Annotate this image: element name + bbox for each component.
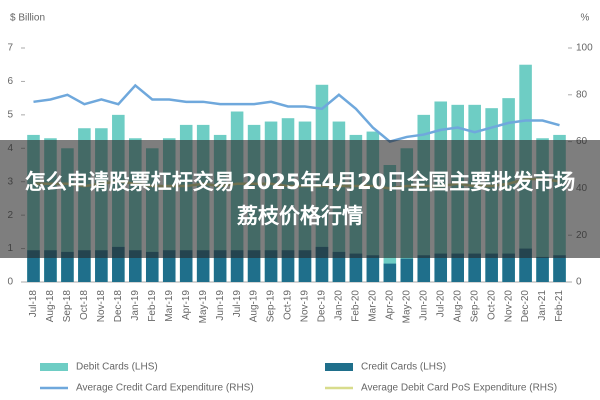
x-tick-label: Aug-20	[452, 290, 463, 323]
x-tick-label: Oct-18	[79, 290, 90, 320]
x-tick-label: Jan-21	[537, 290, 548, 321]
legend-swatch	[40, 363, 68, 371]
legend-label: Average Credit Card Expenditure (RHS)	[76, 383, 254, 394]
y2-tick-label: 0	[576, 277, 582, 288]
bar	[95, 250, 108, 282]
y-tick-label: 7	[7, 43, 13, 54]
bar	[264, 250, 278, 282]
y2-tick-label: 100	[576, 43, 593, 54]
x-tick-label: Dec-19	[317, 290, 328, 323]
x-tick-label: Apr-20	[384, 290, 395, 320]
legend-label: Credit Cards (LHS)	[361, 362, 446, 373]
x-tick-label: Mar-20	[368, 290, 379, 322]
x-tick-label: Jun-19	[215, 290, 226, 321]
bar	[366, 255, 380, 282]
x-tick-label: Jan-19	[130, 290, 141, 321]
bar	[468, 253, 481, 282]
legend-label: Average Debit Card PoS Expenditure (RHS)	[361, 383, 557, 394]
legend-label: Debit Cards (LHS)	[76, 362, 158, 373]
bar	[247, 250, 261, 282]
bar	[434, 253, 448, 282]
bar	[61, 251, 74, 282]
x-tick-label: Jul-20	[435, 290, 446, 318]
x-tick-label: Apr-19	[181, 290, 192, 320]
x-tick-label: Sep-20	[469, 290, 480, 323]
bar	[179, 250, 193, 282]
y-tick-label: 5	[7, 109, 13, 120]
x-tick-label: Nov-18	[96, 290, 107, 323]
bar	[298, 250, 312, 282]
bar	[44, 250, 57, 282]
x-tick-label: Dec-18	[113, 290, 124, 323]
x-tick-label: Oct-19	[283, 290, 294, 320]
x-tick-label: Jun-20	[418, 290, 429, 321]
x-tick-label: Oct-20	[486, 290, 497, 320]
bar	[27, 250, 40, 282]
x-tick-label: Feb-20	[351, 290, 362, 322]
y-tick-label: 0	[7, 277, 13, 288]
x-tick-label: Feb-19	[147, 290, 158, 322]
bar	[349, 253, 363, 282]
bar	[196, 250, 210, 282]
bar	[145, 251, 159, 282]
legend-swatch	[325, 363, 353, 371]
x-tick-label: Mar-19	[164, 290, 175, 322]
bar	[502, 253, 515, 282]
x-tick-label: Jul-18	[28, 290, 39, 318]
bar	[383, 263, 397, 282]
x-tick-label: Aug-19	[249, 290, 260, 323]
x-tick-label: Nov-19	[300, 290, 311, 323]
bar	[78, 250, 91, 282]
bar	[332, 251, 346, 282]
x-tick-label: May-19	[198, 290, 209, 324]
y2-tick-label: 80	[576, 89, 588, 100]
x-tick-label: Sep-19	[266, 290, 277, 323]
y-tick-label: 6	[7, 76, 13, 87]
bar	[485, 253, 498, 282]
x-tick-label: Aug-18	[45, 290, 56, 323]
x-tick-label: May-20	[401, 290, 412, 324]
bar	[451, 253, 464, 282]
bar	[417, 255, 431, 282]
bar	[213, 250, 227, 282]
bar	[230, 250, 244, 282]
bar	[129, 250, 142, 282]
bar	[400, 258, 414, 282]
y-axis-label: $ Billion	[10, 13, 45, 24]
banner: 怎么申请股票杠杆交易 2025年4月20日全国主要批发市场荔枝价格行情	[0, 140, 600, 258]
banner-text: 怎么申请股票杠杆交易 2025年4月20日全国主要批发市场荔枝价格行情	[24, 170, 576, 228]
bar	[281, 250, 295, 282]
y2-axis-label: %	[581, 13, 590, 24]
bar	[162, 250, 176, 282]
x-tick-label: Feb-21	[554, 290, 565, 322]
line	[33, 83, 560, 143]
x-tick-label: Dec-20	[520, 290, 531, 323]
bar	[553, 255, 566, 282]
x-tick-label: Jul-19	[232, 290, 243, 318]
x-tick-label: Sep-18	[62, 290, 73, 323]
bar	[536, 256, 549, 282]
x-tick-label: Nov-20	[503, 290, 514, 323]
x-tick-label: Jan-20	[334, 290, 345, 321]
